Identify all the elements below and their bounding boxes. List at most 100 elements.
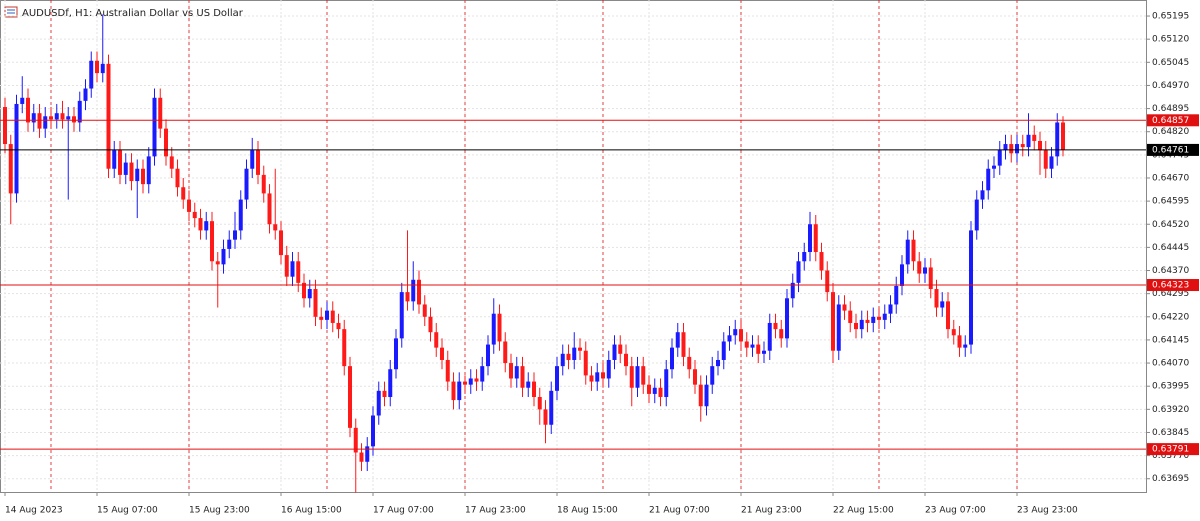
candle-body xyxy=(129,162,134,182)
candle-body xyxy=(371,415,375,447)
candle-body xyxy=(629,366,634,388)
candle-body xyxy=(537,396,542,410)
candle-body xyxy=(365,446,370,462)
candle-body xyxy=(394,338,398,370)
chart-title: AUDUSDf, H1: Australian Dollar vs US Dol… xyxy=(22,8,244,19)
candle-body xyxy=(100,63,105,74)
candle-body xyxy=(854,322,858,330)
candle-body xyxy=(532,381,536,397)
candle-body xyxy=(1009,144,1014,154)
candle-body xyxy=(957,335,962,348)
candle-body xyxy=(721,341,726,360)
icon-frame xyxy=(4,6,18,18)
candle-body xyxy=(296,261,301,283)
candle-body xyxy=(997,150,1002,166)
candle-body xyxy=(336,322,341,330)
candle-body xyxy=(900,264,904,286)
candle-body xyxy=(842,304,847,311)
candle-body xyxy=(273,224,278,231)
candle-body xyxy=(785,298,789,339)
candle-body xyxy=(762,350,766,354)
candle-body xyxy=(198,218,203,231)
candle-body xyxy=(825,270,830,293)
y-tick-label: 0.64370 xyxy=(1152,266,1189,276)
level-label: 0.64857 xyxy=(1152,116,1189,126)
candle-body xyxy=(284,255,289,277)
candle-body xyxy=(118,150,122,175)
candle-body xyxy=(601,372,605,379)
candle-body xyxy=(152,97,157,157)
candle-body xyxy=(969,230,973,345)
candle-body xyxy=(555,366,559,391)
candle-body xyxy=(1049,156,1054,169)
candle-body xyxy=(434,332,439,348)
candle-body xyxy=(89,60,94,89)
candle-body xyxy=(618,344,623,354)
candle-body xyxy=(49,116,53,120)
candle-body xyxy=(411,279,416,302)
x-tick-label: 23 Aug 07:00 xyxy=(925,506,986,516)
candle-body xyxy=(808,224,812,253)
level-tag xyxy=(1147,114,1199,127)
candle-body xyxy=(77,100,82,123)
candle-body xyxy=(463,381,467,385)
candle-body xyxy=(790,282,795,299)
candle-body xyxy=(146,156,151,185)
x-tick-label: 17 Aug 07:00 xyxy=(373,506,434,516)
candle-body xyxy=(440,347,444,360)
y-tick-label: 0.64595 xyxy=(1152,197,1189,207)
current-price-tag xyxy=(1147,143,1199,156)
candle-body xyxy=(739,329,743,342)
candle-body xyxy=(980,190,985,200)
candle-body xyxy=(457,381,462,401)
candle-body xyxy=(330,310,335,323)
candle-body xyxy=(560,353,565,367)
candle-body xyxy=(992,165,996,169)
candle-body xyxy=(733,329,738,336)
candle-body xyxy=(353,427,358,453)
candle-body xyxy=(60,113,65,120)
candle-body xyxy=(468,378,473,385)
candle-body xyxy=(566,353,571,360)
candle-body xyxy=(813,224,818,253)
y-tick-label: 0.63695 xyxy=(1152,474,1189,484)
candle-body xyxy=(66,116,71,120)
candle-body xyxy=(313,289,318,317)
candle-body xyxy=(624,353,628,367)
candle-body xyxy=(497,313,502,342)
y-tick-label: 0.64220 xyxy=(1152,312,1189,322)
candle-body xyxy=(1038,140,1042,151)
plot-frame xyxy=(0,0,1147,493)
candle-body xyxy=(664,369,669,397)
candle-body xyxy=(1020,144,1025,148)
candle-body xyxy=(831,292,835,351)
candle-body xyxy=(8,144,13,194)
y-tick-label: 0.65120 xyxy=(1152,35,1189,45)
candle-body xyxy=(675,332,680,348)
candle-body xyxy=(342,329,347,367)
candle-body xyxy=(279,230,283,256)
candle-body xyxy=(1032,134,1037,141)
candle-body xyxy=(698,384,703,407)
candle-body xyxy=(72,116,76,123)
candle-body xyxy=(526,381,531,388)
candle-body xyxy=(307,289,312,299)
candle-body xyxy=(26,97,30,123)
candle-body xyxy=(164,128,168,157)
candle-body xyxy=(428,316,433,333)
candle-body xyxy=(474,378,479,382)
candle-body xyxy=(693,369,697,385)
candle-body xyxy=(388,369,393,397)
x-tick-label: 16 Aug 15:00 xyxy=(281,506,342,516)
candle-body xyxy=(3,107,7,145)
candle-body xyxy=(514,366,519,379)
candle-body xyxy=(210,221,214,262)
candle-body xyxy=(491,313,496,345)
candle-body xyxy=(221,248,226,265)
candle-body xyxy=(589,375,594,382)
candle-body xyxy=(767,322,772,351)
candle-body xyxy=(325,310,329,320)
candle-body xyxy=(302,282,306,299)
